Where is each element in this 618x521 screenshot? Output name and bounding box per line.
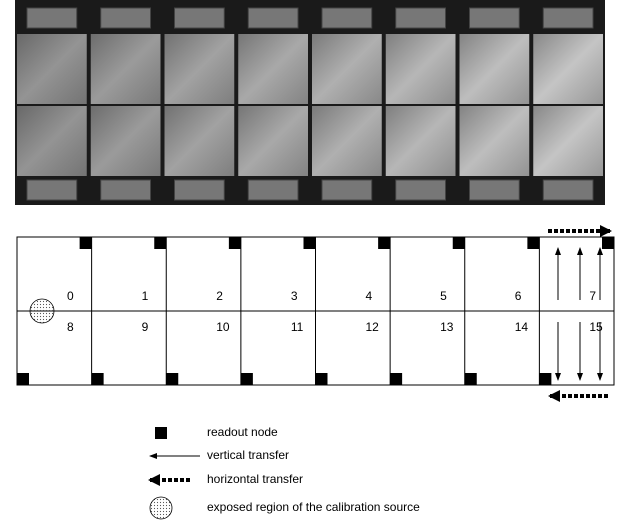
ccd-label: 8	[67, 320, 74, 334]
ccd-panel	[459, 34, 530, 104]
ccd-photo	[15, 0, 605, 205]
legend: readout node vertical transfer horizonta…	[148, 425, 420, 520]
ccd-label: 12	[366, 320, 380, 334]
ccd-label: 2	[216, 289, 223, 303]
legend-exposed: exposed region of the calibration source	[207, 500, 420, 514]
legend-exposed-icon	[149, 496, 173, 520]
readout-node	[464, 373, 477, 385]
connector	[247, 7, 299, 29]
ccd-label: 3	[291, 289, 298, 303]
connector	[321, 7, 373, 29]
ccd-label: 1	[142, 289, 149, 303]
connector	[174, 7, 225, 29]
ccd-label: 10	[216, 320, 230, 334]
ccd-panel	[90, 34, 161, 104]
ccd-panel	[459, 106, 530, 176]
ccd-panel	[312, 34, 382, 104]
readout-node	[79, 237, 92, 249]
ccd-panel	[312, 106, 382, 176]
connector	[469, 7, 520, 29]
ccd-label: 14	[515, 320, 529, 334]
connector	[100, 179, 151, 201]
readout-node	[315, 373, 328, 385]
ccd-label: 7	[589, 289, 596, 303]
ccd-panel	[164, 34, 235, 104]
connector	[395, 7, 446, 29]
connector	[542, 179, 594, 201]
ccd-label: 15	[589, 320, 603, 334]
ccd-diagram: 0 8 1 9 2 10 3 11 4 12 5 13 6 14 7 15	[16, 225, 615, 402]
ccd-panel	[90, 106, 161, 176]
readout-node	[228, 237, 241, 249]
exposed-region	[29, 298, 55, 324]
readout-node	[17, 373, 29, 385]
readout-node	[539, 373, 552, 385]
connector	[247, 179, 299, 201]
readout-node	[166, 373, 179, 385]
ccd-panel	[385, 34, 456, 104]
ccd-panel	[164, 106, 235, 176]
readout-node	[240, 373, 253, 385]
ccd-label: 5	[440, 289, 447, 303]
ccd-label: 13	[440, 320, 454, 334]
ccd-label: 4	[366, 289, 373, 303]
readout-node	[527, 237, 540, 249]
legend-readout-icon	[155, 427, 167, 439]
ccd-panel	[533, 34, 603, 104]
ccd-label: 11	[291, 320, 304, 334]
readout-node	[452, 237, 465, 249]
connector	[542, 7, 594, 29]
legend-horizontal: horizontal transfer	[207, 472, 303, 486]
connector	[321, 179, 373, 201]
ccd-label: 6	[515, 289, 522, 303]
readout-node	[91, 373, 104, 385]
legend-readout: readout node	[207, 425, 278, 439]
connector	[469, 179, 520, 201]
connector	[395, 179, 446, 201]
ccd-panel	[17, 34, 87, 104]
readout-node	[390, 373, 403, 385]
ccd-panel	[385, 106, 456, 176]
ccd-label: 9	[142, 320, 149, 334]
readout-node	[154, 237, 167, 249]
ccd-panel	[17, 106, 87, 176]
connector	[174, 179, 225, 201]
connector	[100, 7, 151, 29]
readout-node	[378, 237, 391, 249]
connector	[26, 179, 78, 201]
legend-vertical: vertical transfer	[207, 448, 289, 462]
readout-node	[303, 237, 316, 249]
connector	[26, 7, 78, 29]
ccd-panel	[238, 34, 308, 104]
ccd-panel	[533, 106, 603, 176]
ccd-label: 0	[67, 289, 74, 303]
ccd-panel	[238, 106, 308, 176]
readout-node	[602, 237, 614, 249]
